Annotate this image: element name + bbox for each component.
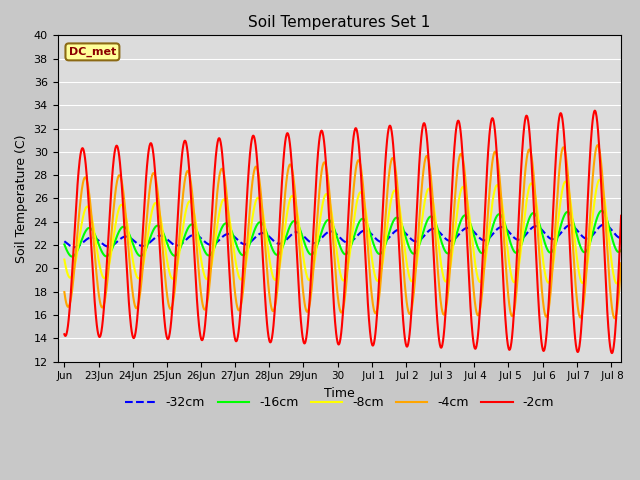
-32cm <box>70 244 78 250</box>
-8cm <box>61 257 68 263</box>
-32cm <box>131 239 139 245</box>
-8cm <box>162 250 170 256</box>
-16cm <box>68 254 76 260</box>
-8cm <box>613 280 621 286</box>
-4cm <box>611 315 619 321</box>
-16cm <box>598 208 605 214</box>
-32cm <box>618 235 625 241</box>
-2cm <box>591 108 598 114</box>
Line: -8cm: -8cm <box>65 180 621 283</box>
-4cm <box>61 289 68 295</box>
-2cm <box>134 314 141 320</box>
-32cm <box>498 224 506 230</box>
-4cm <box>160 263 168 269</box>
-2cm <box>498 242 506 248</box>
-32cm <box>134 241 141 247</box>
-16cm <box>134 251 141 257</box>
-2cm <box>162 330 170 336</box>
-8cm <box>160 238 168 243</box>
-4cm <box>594 142 602 148</box>
Line: -4cm: -4cm <box>65 145 621 318</box>
-16cm <box>178 242 186 248</box>
-4cm <box>131 301 138 307</box>
-2cm <box>618 213 625 218</box>
-4cm <box>134 304 141 310</box>
-16cm <box>498 214 506 219</box>
-2cm <box>608 350 616 356</box>
-32cm <box>600 222 608 228</box>
-8cm <box>596 177 604 183</box>
Line: -16cm: -16cm <box>65 211 621 257</box>
-8cm <box>618 264 625 270</box>
-32cm <box>61 239 68 244</box>
-4cm <box>498 198 506 204</box>
-4cm <box>162 282 170 288</box>
Legend: -32cm, -16cm, -8cm, -4cm, -2cm: -32cm, -16cm, -8cm, -4cm, -2cm <box>120 391 559 414</box>
-4cm <box>177 212 185 217</box>
-32cm <box>163 236 170 241</box>
Text: DC_met: DC_met <box>69 47 116 57</box>
-2cm <box>177 161 185 167</box>
-32cm <box>161 234 168 240</box>
-8cm <box>134 275 141 280</box>
-16cm <box>131 246 139 252</box>
-32cm <box>178 241 186 247</box>
-2cm <box>160 313 168 319</box>
Line: -2cm: -2cm <box>65 111 621 353</box>
Y-axis label: Soil Temperature (C): Soil Temperature (C) <box>15 134 28 263</box>
-8cm <box>498 196 506 202</box>
-16cm <box>61 241 68 247</box>
-16cm <box>161 233 168 239</box>
-16cm <box>618 247 625 253</box>
X-axis label: Time: Time <box>324 387 355 400</box>
-8cm <box>131 266 138 272</box>
Line: -32cm: -32cm <box>65 225 621 247</box>
-4cm <box>618 260 625 266</box>
-2cm <box>61 331 68 337</box>
-16cm <box>163 238 170 244</box>
-2cm <box>131 334 138 340</box>
-8cm <box>177 237 185 243</box>
Title: Soil Temperatures Set 1: Soil Temperatures Set 1 <box>248 15 431 30</box>
